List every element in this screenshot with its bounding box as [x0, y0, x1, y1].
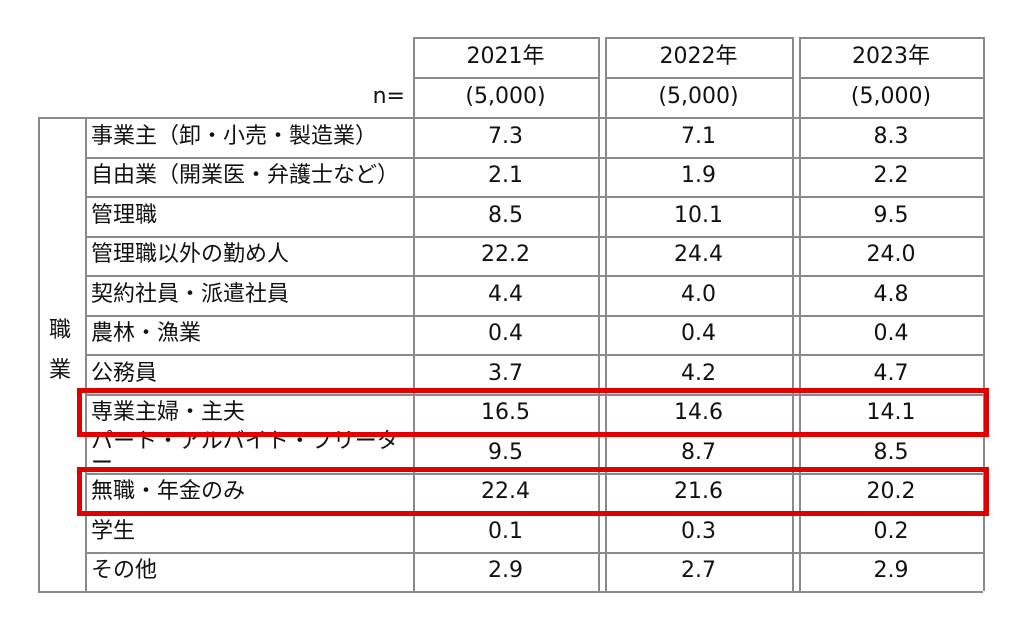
- grid-line: [792, 37, 794, 591]
- grid-line: [85, 354, 983, 356]
- row-label: 公務員: [91, 360, 158, 386]
- value-cell: 0.1: [488, 518, 523, 544]
- grid-line: [85, 472, 983, 475]
- row-label: 事業主（卸・小売・製造業）: [91, 123, 378, 149]
- sample-size: (5,000): [465, 84, 546, 109]
- row-label: 管理職以外の勤め人: [91, 242, 290, 268]
- grid-line: [983, 37, 985, 591]
- value-cell: 24.0: [866, 242, 916, 268]
- year-header: 2021年: [466, 44, 545, 69]
- row-highlight: [77, 387, 989, 437]
- value-cell: 4.4: [488, 281, 523, 307]
- grid-line: [85, 393, 983, 396]
- grid-line: [799, 37, 983, 39]
- grid-line: [799, 37, 801, 591]
- grid-line: [85, 275, 983, 277]
- grid-line: [85, 156, 983, 159]
- grid-line: [85, 314, 983, 317]
- grid-line: [38, 117, 40, 591]
- year-header: 2023年: [852, 44, 930, 69]
- year-header: 2022年: [659, 44, 738, 69]
- value-cell: 9.5: [488, 439, 523, 465]
- row-label: 専業主婦・主夫: [91, 400, 246, 426]
- grid-line: [605, 77, 792, 79]
- value-cell: 1.9: [681, 163, 716, 189]
- row-label: 学生: [91, 518, 136, 544]
- row-label: 管理職: [91, 202, 158, 228]
- value-cell: 21.6: [674, 479, 723, 505]
- sample-size: (5,000): [658, 84, 739, 109]
- grid-line: [85, 117, 87, 591]
- row-label: 自由業（開業医・弁護士など）: [91, 163, 400, 189]
- category-label: 業: [49, 358, 72, 383]
- value-cell: 8.3: [873, 123, 909, 149]
- value-cell: 4.7: [873, 360, 909, 386]
- row-label: その他: [91, 558, 158, 584]
- value-cell: 10.1: [674, 202, 723, 228]
- value-cell: 8.7: [681, 439, 716, 465]
- grid-line: [605, 37, 607, 591]
- grid-line: [38, 117, 983, 119]
- value-cell: 24.4: [674, 242, 723, 268]
- value-cell: 4.8: [873, 281, 909, 307]
- grid-line: [413, 77, 598, 79]
- value-cell: 0.4: [873, 321, 909, 347]
- value-cell: 9.5: [873, 202, 909, 228]
- value-cell: 3.7: [488, 360, 523, 386]
- row-label: 農林・漁業: [91, 321, 202, 347]
- value-cell: 0.4: [488, 321, 523, 347]
- row-highlight: [77, 466, 989, 516]
- grid-line: [413, 37, 415, 591]
- value-cell: 7.3: [488, 123, 523, 149]
- grid-line: [38, 591, 983, 593]
- value-cell: 2.7: [681, 558, 716, 584]
- grid-line: [413, 37, 598, 39]
- grid-line: [85, 235, 983, 238]
- value-cell: 0.2: [873, 518, 909, 544]
- value-cell: 14.6: [674, 400, 723, 426]
- value-cell: 4.0: [681, 281, 716, 307]
- value-cell: 7.1: [681, 123, 716, 149]
- value-cell: 20.2: [866, 479, 916, 505]
- grid-line: [605, 37, 792, 39]
- category-label: 職: [49, 318, 72, 343]
- sample-size: (5,000): [850, 84, 932, 109]
- value-cell: 8.5: [873, 439, 909, 465]
- row-label: 契約社員・派遣社員: [91, 281, 290, 307]
- grid-line: [799, 77, 983, 79]
- value-cell: 16.5: [481, 400, 530, 426]
- value-cell: 8.5: [488, 202, 523, 228]
- value-cell: 2.9: [873, 558, 909, 584]
- value-cell: 2.1: [488, 163, 523, 189]
- value-cell: 2.9: [488, 558, 523, 584]
- n-label: n=: [372, 84, 405, 109]
- grid-line: [85, 196, 983, 198]
- value-cell: 0.4: [681, 321, 716, 347]
- value-cell: 14.1: [866, 400, 916, 426]
- value-cell: 4.2: [681, 360, 716, 386]
- value-cell: 0.3: [681, 518, 716, 544]
- value-cell: 22.2: [481, 242, 530, 268]
- value-cell: 2.2: [873, 163, 909, 189]
- grid-line: [598, 37, 600, 591]
- value-cell: 22.4: [481, 479, 530, 505]
- grid-line: [85, 551, 983, 554]
- row-label: 無職・年金のみ: [91, 479, 246, 505]
